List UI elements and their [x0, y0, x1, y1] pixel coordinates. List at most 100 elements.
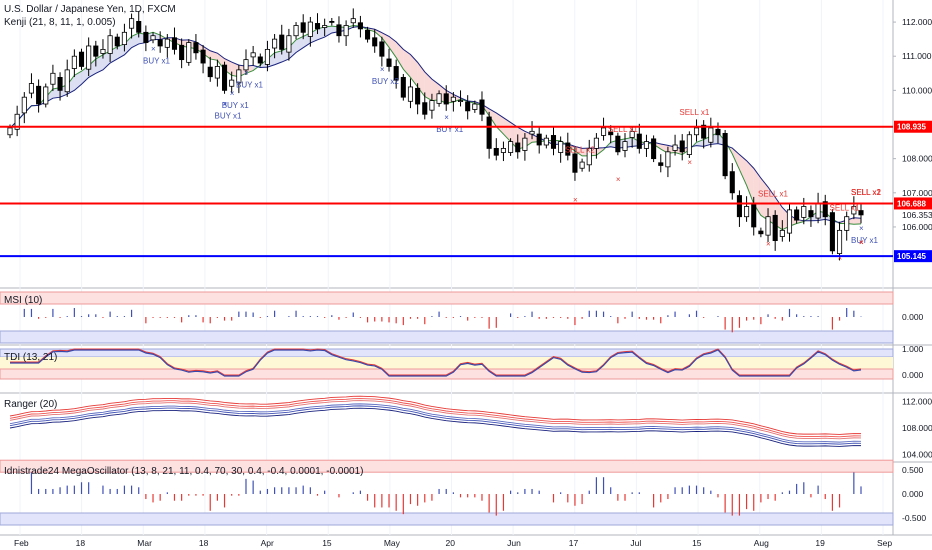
candle-body — [279, 34, 285, 50]
candle-body — [300, 22, 306, 33]
msi-label: MSI (10) — [4, 295, 42, 306]
candle-body — [43, 86, 49, 105]
time-axis[interactable]: Feb 18 Mar 18 Apr 15 May 20 Jun 17 Jul 15 Aug 19 Sep — [14, 538, 892, 548]
candle-body — [543, 137, 549, 146]
candle-body — [164, 38, 170, 48]
candle-body — [264, 48, 270, 65]
time-tick-label: 18 — [76, 538, 86, 548]
candle-body — [736, 195, 742, 218]
sell-marker: × — [859, 238, 864, 247]
sell-signal-label: SELL x1 — [758, 190, 788, 199]
candle-body — [779, 229, 785, 237]
candle-body — [550, 135, 557, 149]
candle-body — [615, 135, 621, 153]
candle-body — [815, 202, 821, 219]
candle-body — [508, 141, 514, 153]
time-tick-label: 17 — [569, 538, 579, 548]
band-segment — [203, 46, 211, 59]
candle-body — [715, 128, 721, 136]
time-tick-label: 15 — [692, 538, 702, 548]
ranger-tick-label: 112.000 — [902, 396, 932, 406]
sell-marker: × — [859, 238, 864, 247]
band-segment — [131, 33, 139, 48]
candle-body — [729, 171, 735, 194]
candle-body — [179, 44, 185, 61]
msi-lower-zone — [0, 330, 894, 344]
band-segment — [403, 49, 411, 78]
candle-body — [450, 96, 456, 102]
candle-body — [100, 48, 106, 54]
candle-body — [837, 229, 843, 254]
last-price-label: 106.353 — [902, 210, 932, 220]
sell-marker: × — [687, 158, 692, 167]
candle-body — [393, 66, 399, 81]
time-tick-label: Feb — [14, 538, 29, 548]
time-tick-label: Sep — [877, 538, 892, 548]
horizontal-lines[interactable]: 108.935 106.688 105.145 — [0, 120, 932, 263]
candle-body — [443, 93, 449, 105]
tdi-panel[interactable]: 1.000 0.000 — [0, 344, 924, 380]
price-tick-label: 107.000 — [902, 188, 932, 198]
candle-body — [579, 161, 585, 169]
ranger-band-line — [9, 407, 862, 447]
band-segment — [496, 112, 504, 135]
candle-body — [379, 41, 385, 57]
candle-body — [801, 206, 807, 218]
band-segment — [424, 71, 432, 101]
candle-body — [293, 25, 299, 37]
candle-body — [64, 69, 70, 93]
megaoscillator-label: Idnistrade24 MegaOscillator (13, 8, 21, … — [4, 466, 363, 477]
buy-signal-label: BUY x2 — [372, 77, 400, 86]
price-tick-label: 108.000 — [902, 154, 932, 164]
candle-body — [343, 25, 349, 37]
band-segment — [696, 139, 704, 147]
candle-body — [465, 101, 471, 112]
candle-body — [565, 142, 571, 156]
buy-marker: × — [223, 99, 228, 108]
candle-body — [794, 209, 800, 221]
candle-body — [844, 216, 850, 231]
candle-body — [622, 141, 628, 151]
level-badge-label: 106.688 — [897, 199, 926, 208]
candle-body — [129, 18, 135, 29]
ranger-panel[interactable]: 112.000 108.000 104.000 — [9, 395, 932, 460]
sell-signal-label: SELL x2 — [565, 145, 595, 154]
band-segment — [117, 43, 125, 59]
sell-signal-label: SELL x1 — [830, 203, 860, 212]
candle-body — [658, 162, 664, 166]
megaoscillator-panel[interactable]: 0.500 0.000 -0.500 — [0, 459, 926, 526]
buy-signal-label: BUY x1 — [436, 125, 464, 134]
tdi-mid-zone — [0, 357, 893, 369]
candle-body — [593, 137, 599, 149]
candle-body — [86, 45, 92, 70]
candle-body — [457, 100, 464, 103]
candle-body — [207, 66, 213, 78]
time-tick-label: 18 — [199, 538, 209, 548]
candle-body — [114, 36, 120, 47]
candle-body — [93, 45, 99, 57]
price-axis[interactable]: 112.000 111.000 110.000 108.000 107.000 106.0… — [893, 17, 932, 232]
tdi-label: TDI (13, 21) — [4, 352, 57, 363]
candle-body — [14, 113, 20, 130]
candle-body — [529, 130, 535, 135]
candle-body — [422, 102, 428, 115]
candle-body — [386, 58, 392, 67]
msi-panel[interactable]: 0.000 — [0, 291, 924, 344]
candle-body — [314, 23, 321, 30]
candles[interactable] — [7, 8, 864, 261]
band-segment — [739, 154, 747, 186]
tdi-tick-label: 0.000 — [902, 370, 924, 380]
candle-body — [365, 29, 371, 40]
ranger-band-line — [9, 398, 862, 438]
band-segment — [410, 54, 418, 87]
mega-upper-zone — [0, 459, 894, 473]
ranger-tick-label: 108.000 — [902, 423, 932, 433]
candle-body — [636, 133, 642, 149]
candle-body — [171, 37, 178, 50]
sell-signal-label: SELL x1 — [679, 108, 709, 117]
candle-body — [479, 99, 485, 115]
candle-body — [515, 142, 521, 153]
level-badge — [894, 197, 932, 210]
candle-body — [786, 209, 793, 234]
